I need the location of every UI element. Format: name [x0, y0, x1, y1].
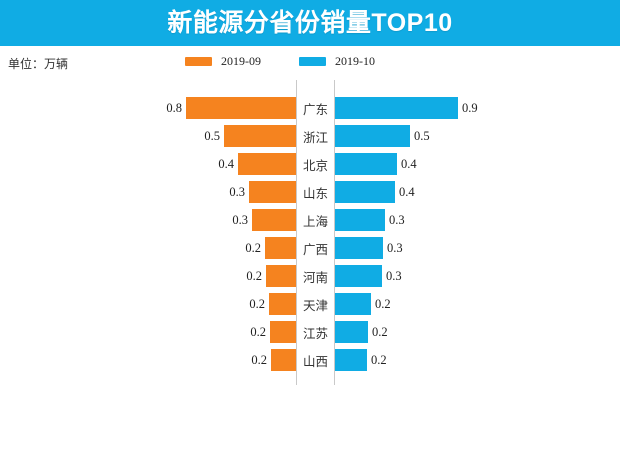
bar-group-left: 0.2 — [0, 262, 296, 290]
bar-group-right: 0.2 — [335, 346, 620, 374]
chart-header-bar: 新能源分省份销量TOP10 — [0, 0, 620, 46]
chart-row: 0.5 浙江 0.5 — [0, 122, 620, 150]
bar-value-left: 0.2 — [250, 324, 266, 339]
bar-value-left: 0.2 — [245, 240, 261, 255]
bar-left-2019-09[interactable] — [252, 209, 296, 231]
bar-group-left: 0.5 — [0, 122, 296, 150]
unit-label: 单位：万辆 — [8, 57, 69, 71]
bar-left-2019-09[interactable] — [270, 321, 296, 343]
bar-group-left: 0.3 — [0, 206, 296, 234]
bar-value-left: 0.3 — [232, 212, 248, 227]
bar-group-left: 0.3 — [0, 178, 296, 206]
bar-right-2019-10[interactable] — [335, 97, 458, 119]
bar-right-2019-10[interactable] — [335, 153, 397, 175]
bar-value-right: 0.4 — [399, 184, 415, 199]
page-title: 新能源分省份销量TOP10 — [167, 8, 453, 37]
bar-group-right: 0.4 — [335, 150, 620, 178]
chart-row: 0.4 北京 0.4 — [0, 150, 620, 178]
bar-right-2019-10[interactable] — [335, 265, 382, 287]
category-label: 山东 — [302, 186, 328, 201]
bar-left-2019-09[interactable] — [269, 293, 296, 315]
bar-group-right: 0.4 — [335, 178, 620, 206]
category-label: 浙江 — [302, 130, 328, 145]
bar-value-left: 0.2 — [251, 352, 267, 367]
legend-item-2019-10[interactable]: 2019-10 — [299, 54, 375, 69]
bar-value-right: 0.2 — [375, 296, 391, 311]
bar-left-2019-09[interactable] — [249, 181, 296, 203]
legend-items: 2019-09 2019-10 — [185, 54, 375, 69]
bar-group-left: 0.2 — [0, 346, 296, 374]
bar-right-2019-10[interactable] — [335, 321, 368, 343]
legend-swatch-icon-orange — [185, 57, 212, 66]
bar-left-2019-09[interactable] — [224, 125, 296, 147]
legend-label-2019-10: 2019-10 — [335, 54, 375, 68]
bar-left-2019-09[interactable] — [266, 265, 296, 287]
category-label: 广东 — [302, 102, 328, 117]
bar-value-right: 0.4 — [401, 156, 417, 171]
bar-value-left: 0.5 — [204, 128, 220, 143]
tornado-bar-chart: 0.8 广东 0.9 0.5 浙江 0.5 0.4 北京 0.4 0.3 山东 0.4 0.3 上海 0.3… — [0, 80, 620, 390]
bar-left-2019-09[interactable] — [238, 153, 296, 175]
bar-value-right: 0.5 — [414, 128, 430, 143]
bar-right-2019-10[interactable] — [335, 209, 385, 231]
bar-value-left: 0.3 — [229, 184, 245, 199]
category-label: 广西 — [302, 242, 328, 257]
category-label: 天津 — [302, 298, 328, 313]
bar-value-right: 0.3 — [387, 240, 403, 255]
bar-group-right: 0.3 — [335, 206, 620, 234]
bar-left-2019-09[interactable] — [186, 97, 296, 119]
category-label: 上海 — [302, 214, 328, 229]
bar-group-left: 0.2 — [0, 290, 296, 318]
chart-row: 0.2 河南 0.3 — [0, 262, 620, 290]
chart-row: 0.2 天津 0.2 — [0, 290, 620, 318]
chart-row: 0.3 上海 0.3 — [0, 206, 620, 234]
axis-line-right — [334, 80, 335, 385]
legend-label-2019-09: 2019-09 — [221, 54, 261, 68]
chart-rows: 0.8 广东 0.9 0.5 浙江 0.5 0.4 北京 0.4 0.3 山东 0.4 0.3 上海 0.3… — [0, 94, 620, 374]
bar-left-2019-09[interactable] — [271, 349, 296, 371]
bar-value-right: 0.3 — [386, 268, 402, 283]
bar-group-right: 0.3 — [335, 234, 620, 262]
bar-group-right: 0.9 — [335, 94, 620, 122]
bar-value-left: 0.2 — [249, 296, 265, 311]
bar-value-left: 0.2 — [246, 268, 262, 283]
bar-right-2019-10[interactable] — [335, 349, 367, 371]
bar-group-right: 0.2 — [335, 290, 620, 318]
bar-right-2019-10[interactable] — [335, 237, 383, 259]
axis-line-left — [296, 80, 297, 385]
bar-group-right: 0.2 — [335, 318, 620, 346]
bar-right-2019-10[interactable] — [335, 125, 410, 147]
bar-value-right: 0.2 — [372, 324, 388, 339]
bar-value-right: 0.3 — [389, 212, 405, 227]
bar-group-left: 0.4 — [0, 150, 296, 178]
bar-group-left: 0.2 — [0, 234, 296, 262]
bar-value-right: 0.9 — [462, 100, 478, 115]
bar-value-left: 0.4 — [218, 156, 234, 171]
chart-row: 0.2 广西 0.3 — [0, 234, 620, 262]
legend-swatch-icon-blue — [299, 57, 326, 66]
bar-right-2019-10[interactable] — [335, 293, 371, 315]
bar-group-right: 0.5 — [335, 122, 620, 150]
bar-group-right: 0.3 — [335, 262, 620, 290]
bar-left-2019-09[interactable] — [265, 237, 296, 259]
bar-right-2019-10[interactable] — [335, 181, 395, 203]
category-label: 江苏 — [302, 326, 328, 341]
chart-row: 0.2 山西 0.2 — [0, 346, 620, 374]
bar-group-left: 0.8 — [0, 94, 296, 122]
category-label: 北京 — [302, 158, 328, 173]
category-label: 山西 — [302, 354, 328, 369]
bar-value-left: 0.8 — [166, 100, 182, 115]
legend-item-2019-09[interactable]: 2019-09 — [185, 54, 261, 69]
chart-row: 0.2 江苏 0.2 — [0, 318, 620, 346]
chart-row: 0.3 山东 0.4 — [0, 178, 620, 206]
bar-value-right: 0.2 — [371, 352, 387, 367]
category-label: 河南 — [302, 270, 328, 285]
bar-group-left: 0.2 — [0, 318, 296, 346]
legend-row: 单位：万辆 2019-09 2019-10 — [0, 46, 620, 80]
chart-row: 0.8 广东 0.9 — [0, 94, 620, 122]
